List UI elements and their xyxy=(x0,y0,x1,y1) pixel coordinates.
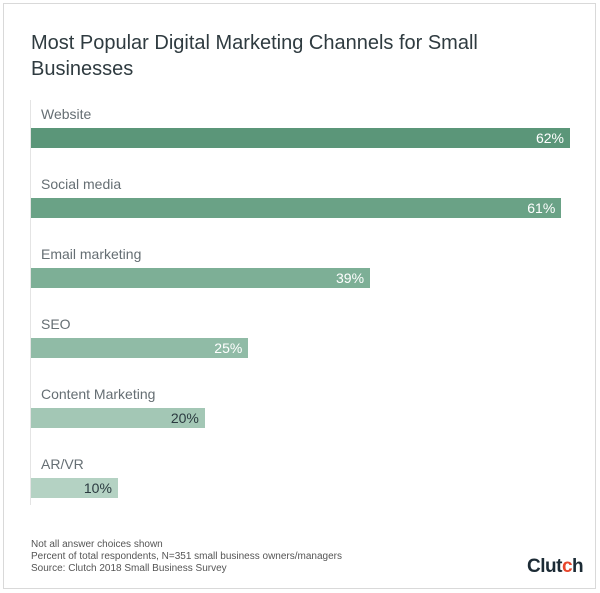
bar-ar-vr: 10% xyxy=(31,478,118,498)
bar-social-media: 61% xyxy=(31,198,562,218)
data-label: 62% xyxy=(535,130,564,146)
bar-website: 62% xyxy=(31,128,570,148)
category-label: AR/VR xyxy=(41,456,84,472)
category-label: Content Marketing xyxy=(41,386,156,402)
category-label: Email marketing xyxy=(41,246,142,262)
data-label: 20% xyxy=(170,410,199,426)
category-label: Website xyxy=(41,106,92,122)
chart-title: Most Popular Digital Marketing Channels … xyxy=(31,32,478,80)
footnote: Not all answer choices shown xyxy=(31,539,163,550)
bar-content-marketing: 20% xyxy=(31,408,205,428)
bar-email-marketing: 39% xyxy=(31,268,371,288)
footnotes: Not all answer choices shown Percent of … xyxy=(31,539,342,575)
data-label: 25% xyxy=(214,340,243,356)
category-label: SEO xyxy=(41,316,71,332)
clutch-logo: Clutch xyxy=(527,556,584,577)
footnote: Percent of total respondents, N=351 smal… xyxy=(31,551,343,562)
data-label: 39% xyxy=(336,270,365,286)
data-label: 10% xyxy=(83,480,112,496)
data-label: 61% xyxy=(527,200,556,216)
chart-frame xyxy=(3,3,596,589)
category-label: Social media xyxy=(41,176,122,192)
y-axis-line xyxy=(30,100,31,505)
bar-seo: 25% xyxy=(31,338,249,358)
footnote: Source: Clutch 2018 Small Business Surve… xyxy=(31,563,227,574)
